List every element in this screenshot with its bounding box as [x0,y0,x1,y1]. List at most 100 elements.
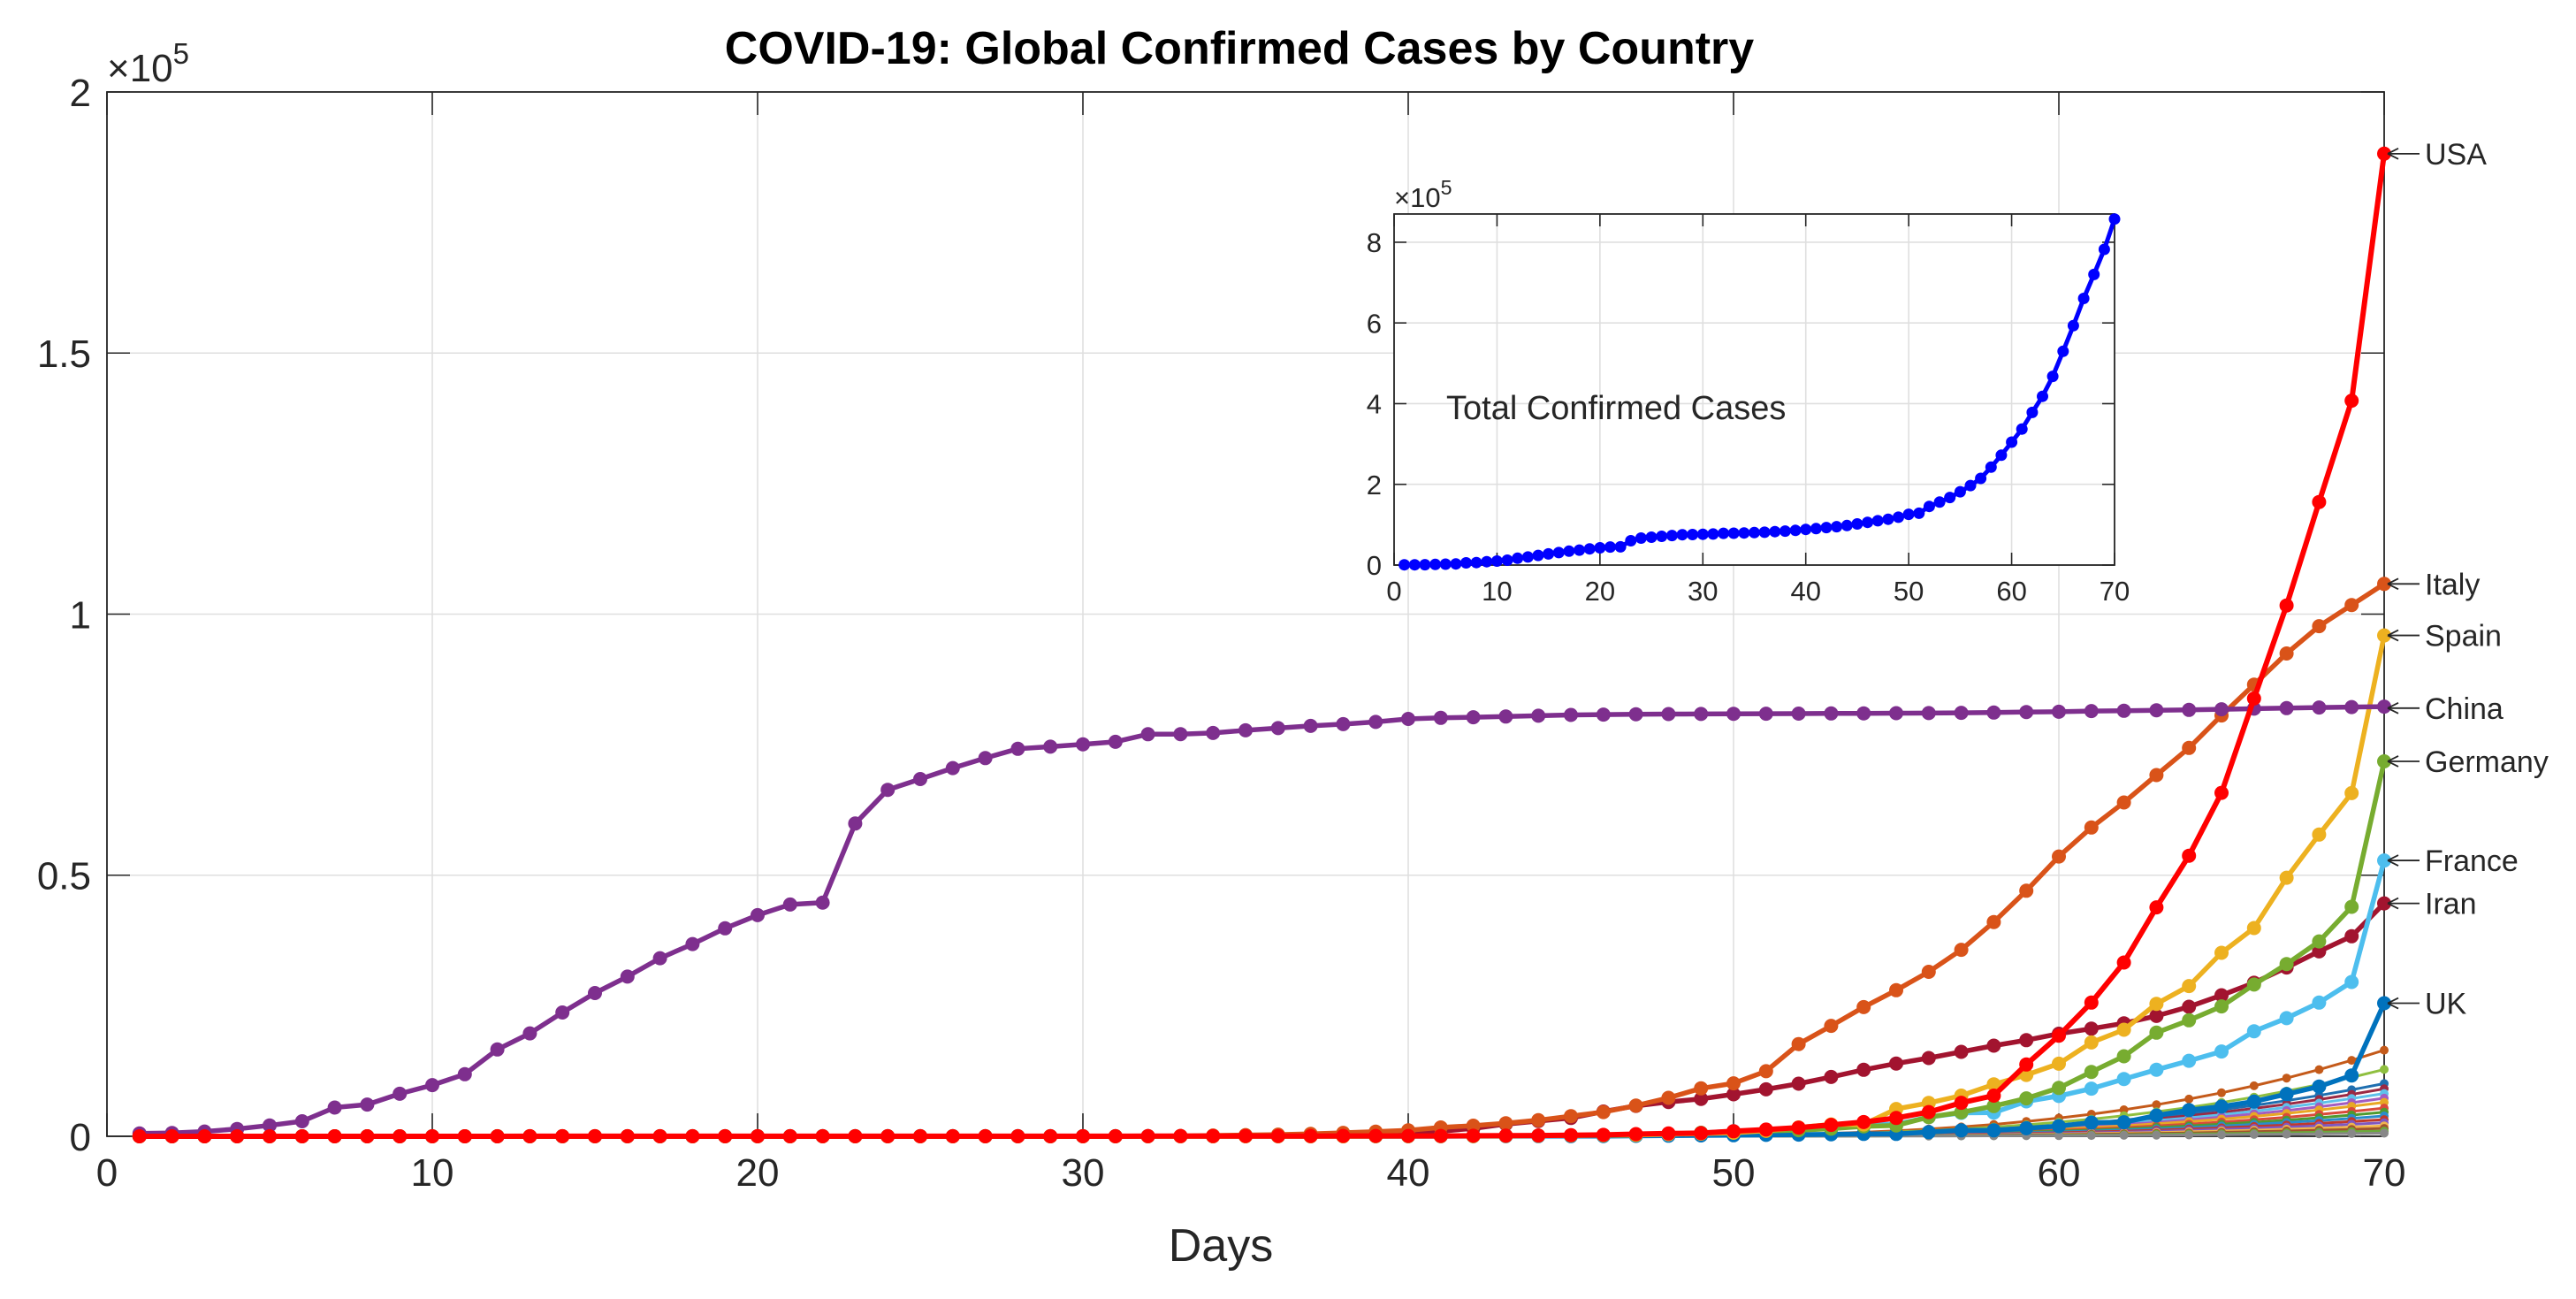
series-usa-point [1694,1126,1709,1141]
series-usa-point [880,1128,896,1143]
series-china-point [2279,700,2294,715]
series-china-point [1433,710,1448,725]
series-usa-point [1564,1127,1578,1142]
series-usa-point [1758,1122,1773,1137]
inset-series-total-point [1665,530,1678,542]
background-series-15-point [2054,1131,2063,1141]
series-china-point [848,816,863,831]
series-usa-point [718,1128,733,1143]
inset-series-total-point [1738,527,1750,539]
series-italy-point [2116,795,2131,810]
series-uk-point [2312,1079,2327,1094]
series-usa-point [2182,848,2197,863]
series-france-point [2377,853,2391,868]
series-france-point [2214,1044,2229,1059]
series-usa-point [2052,1028,2066,1043]
background-series-15-point [2282,1129,2291,1139]
inset-plot-area [1394,214,2115,565]
series-usa-point [1336,1128,1351,1143]
series-china-point [1401,712,1415,726]
series-china-point [294,1114,309,1128]
series-china-point [1628,707,1643,722]
series-china-point [2116,703,2131,718]
background-series-0-point [2380,1045,2389,1055]
series-usa-point [1173,1128,1188,1143]
series-spain-point [2116,1022,2131,1037]
label-arrow-head [2387,755,2399,768]
series-usa-point [2214,785,2229,800]
x-axis-label: Days [1169,1220,1273,1272]
series-iran-point [1921,1051,1936,1066]
series-spain-point [2312,827,2327,842]
series-usa-point [2377,146,2391,161]
series-china-point [1303,718,1318,733]
series-uk-point [2116,1115,2131,1130]
series-usa-point [263,1129,277,1143]
series-usa-point [1108,1128,1123,1143]
series-usa-point [945,1128,960,1143]
main-y-exponent-label: ×105 [107,37,189,90]
series-usa-point [652,1128,667,1143]
series-usa-point [1368,1128,1383,1143]
series-usa-point [2279,598,2294,613]
series-usa-point [913,1128,927,1143]
inset-x-tick-label: 40 [1790,576,1820,607]
inset-series-total-point [1552,546,1565,559]
series-italy-point [2312,619,2327,634]
series-france-point [2149,1062,2164,1077]
series-china-point [2052,704,2066,719]
series-china-point [1661,707,1676,722]
series-iran-point [1856,1062,1871,1077]
inset-series-total-point [1779,525,1791,538]
label-text-spain: Spain [2425,620,2502,653]
series-iran-point [2019,1033,2034,1048]
background-series-0-point [2249,1081,2259,1090]
inset-series-total-point [1800,523,1812,536]
series-iran-point [1824,1069,1839,1084]
inset-series-total-point [1749,526,1760,539]
series-uk-point [2052,1119,2066,1134]
series-usa-point [555,1128,570,1143]
inset-x-tick-label: 10 [1482,576,1512,607]
series-usa-point [848,1128,863,1143]
series-china-point [392,1086,408,1101]
series-china-point [978,751,993,766]
series-france-point [2182,1053,2197,1068]
series-italy-point [1791,1036,1806,1051]
series-usa-point [2084,995,2099,1010]
label-arrow-head [2387,854,2399,867]
inset-series-total-point [1574,544,1586,556]
inset-x-tick-label: 30 [1688,576,1718,607]
series-china-point [1238,722,1253,737]
inset-series-total-point [2108,213,2121,225]
series-china-point [815,895,830,910]
series-china-point [782,897,797,912]
inset-series-total-point [1645,531,1658,543]
inset-x-tick-label: 50 [1894,576,1924,607]
series-italy-point [1498,1116,1513,1131]
label-text-china: China [2425,692,2504,726]
series-iran-point [1758,1081,1773,1097]
series-usa-point [1206,1128,1221,1143]
series-spain-point [2377,628,2391,643]
inset-series-total-point [1944,492,1956,504]
series-usa-point [1498,1128,1513,1143]
series-china-point [913,772,927,786]
series-spain-point [2052,1056,2066,1071]
series-china-point [263,1118,277,1133]
series-uk-point [2149,1108,2164,1123]
series-usa-point [1921,1104,1936,1119]
inset-series-total-point [1758,526,1771,539]
series-iran-point [2084,1021,2099,1036]
inset-series-total-point [1851,518,1863,530]
series-france-point [2084,1081,2099,1097]
series-spain-point [1986,1077,2001,1092]
inset-series-total-point [1532,549,1544,562]
series-usa-point [1628,1127,1643,1142]
inset-series-total-point [1995,449,2008,462]
series-iran-point [1954,1044,1969,1059]
background-series-1-point [2380,1065,2389,1074]
inset-series-total-point [1820,522,1833,534]
